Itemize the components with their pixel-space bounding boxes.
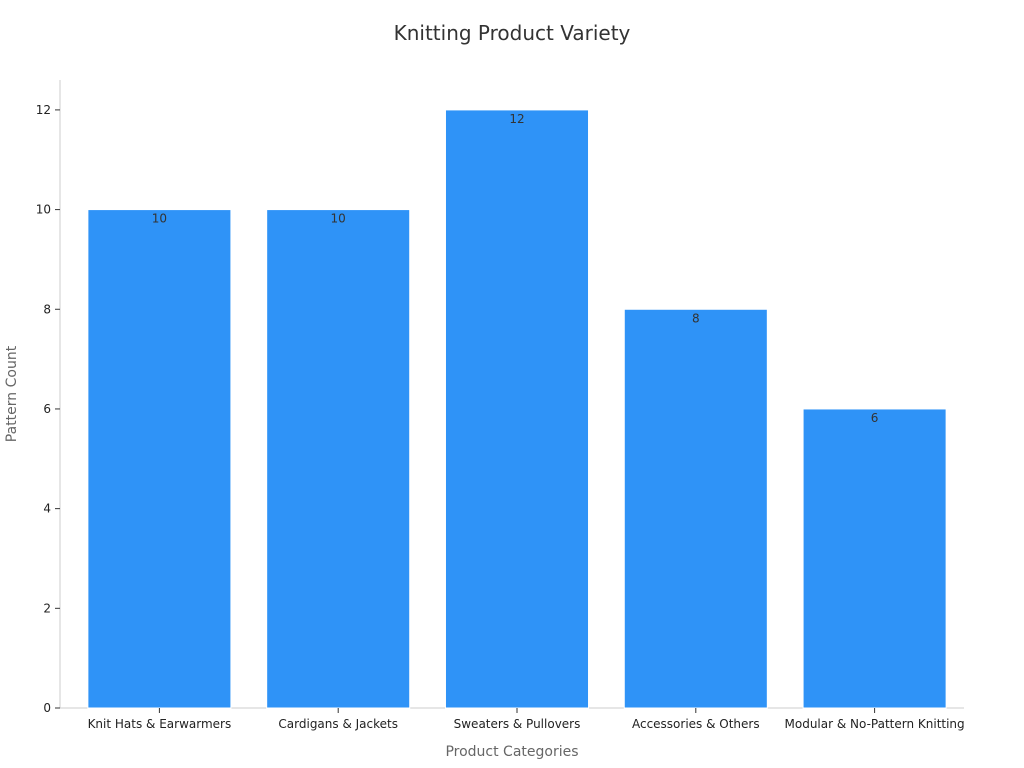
x-tick-label-0: Knit Hats & Earwarmers — [88, 717, 232, 731]
bars-group — [87, 109, 947, 709]
x-axis-title: Product Categories — [445, 744, 578, 760]
bar-4 — [802, 408, 947, 709]
y-tick-label-0: 0 — [43, 701, 51, 715]
bar-3 — [623, 308, 768, 709]
y-axis-title: Pattern Count — [4, 345, 20, 442]
data-labels-group: 10 10 12 8 6 — [152, 112, 879, 425]
y-tick-label-1: 2 — [43, 601, 51, 615]
x-tick-label-2: Sweaters & Pullovers — [454, 717, 581, 731]
y-tick-label-3: 6 — [43, 402, 51, 416]
bar-0 — [87, 209, 232, 709]
data-label-0: 10 — [152, 212, 167, 226]
data-label-2: 12 — [509, 112, 524, 126]
data-label-3: 8 — [692, 311, 700, 325]
x-ticks-group: Knit Hats & Earwarmers Cardigans & Jacket… — [88, 708, 965, 731]
chart-title: Knitting Product Variety — [394, 21, 631, 45]
y-tick-label-4: 8 — [43, 302, 51, 316]
y-ticks-group: 0 2 4 6 8 10 12 — [36, 103, 60, 715]
y-tick-label-5: 10 — [36, 203, 51, 217]
x-tick-label-4: Modular & No-Pattern Knitting — [785, 717, 965, 731]
bar-1 — [266, 209, 411, 709]
bar-2 — [444, 109, 590, 709]
x-tick-label-3: Accessories & Others — [632, 717, 760, 731]
y-tick-label-2: 4 — [43, 502, 51, 516]
x-tick-label-1: Cardigans & Jackets — [278, 717, 398, 731]
data-label-4: 6 — [871, 411, 879, 425]
y-tick-label-6: 12 — [36, 103, 51, 117]
data-label-1: 10 — [331, 212, 346, 226]
